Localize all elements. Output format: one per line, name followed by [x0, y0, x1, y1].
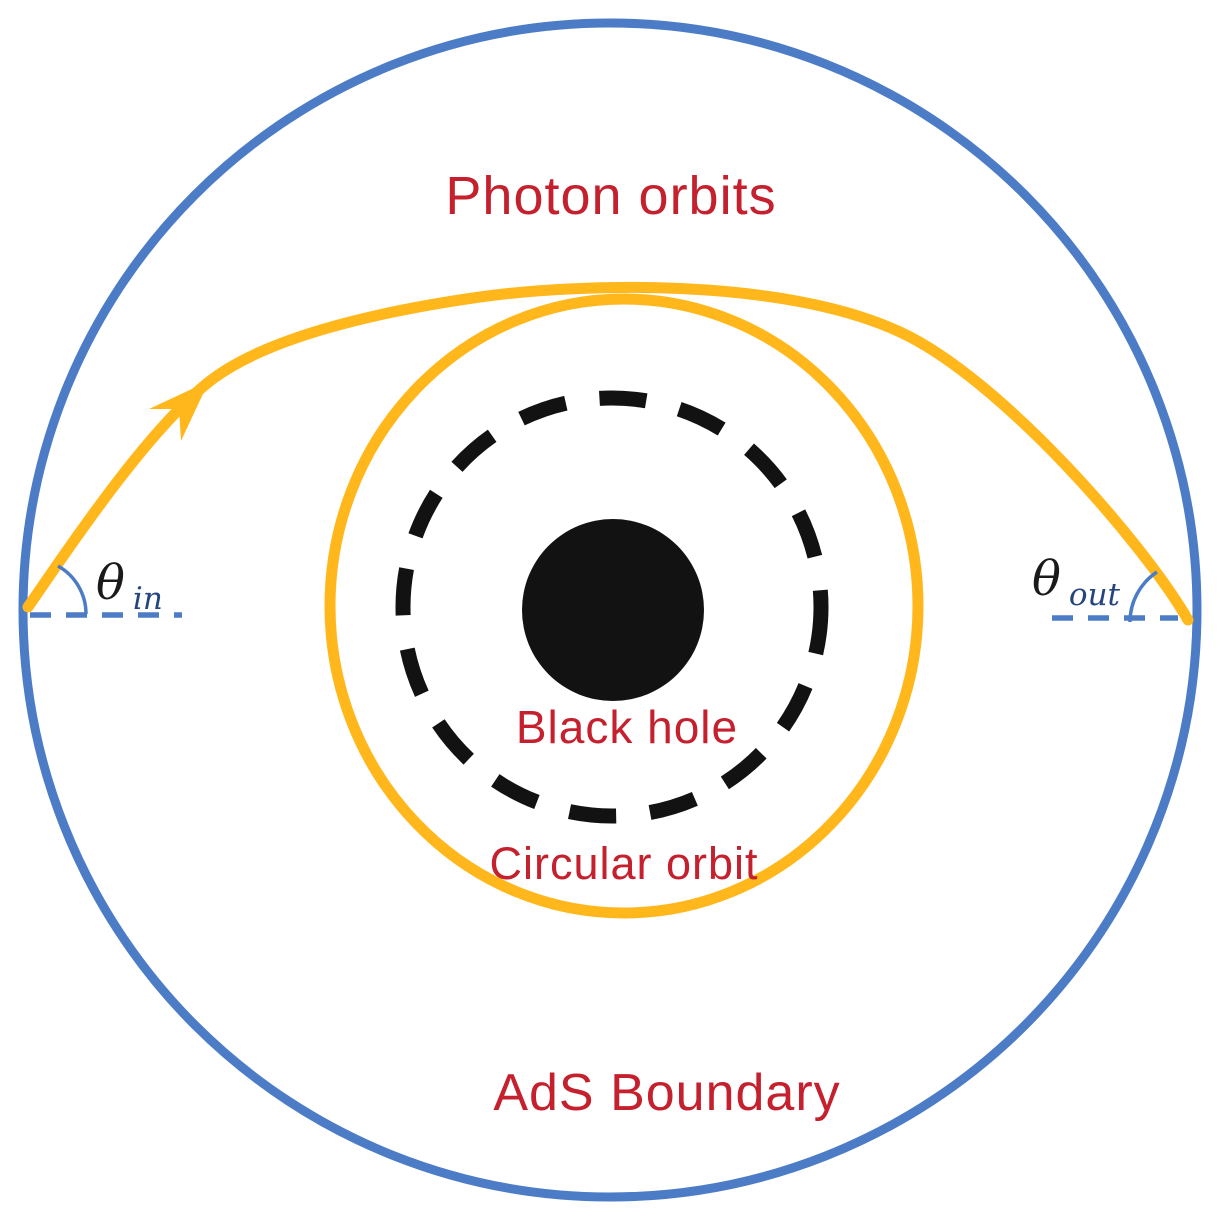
theta-out-label: θ out	[1032, 551, 1121, 613]
trajectory-arrowhead-icon	[149, 381, 209, 441]
theta-out-subscript: out	[1069, 577, 1121, 613]
theta-out-symbol: θ	[1032, 551, 1061, 607]
black-hole-label: Black hole	[516, 701, 738, 753]
theta-out-angle-arc	[1128, 570, 1158, 623]
circular-orbit-circle	[324, 293, 924, 919]
theta-in-symbol: θ	[96, 555, 125, 611]
photon-sphere-dashed-circle	[395, 390, 829, 824]
black-hole-disk	[522, 519, 704, 701]
theta-in-subscript: in	[133, 581, 163, 617]
photon-trajectory-path	[22, 281, 1194, 626]
circular-orbit-label: Circular orbit	[489, 838, 758, 889]
theta-in-angle-arc	[57, 564, 88, 615]
ads-boundary-label: AdS Boundary	[493, 1064, 840, 1122]
ads-boundary-circle	[18, 18, 1202, 1202]
theta-in-label: θ in	[96, 555, 163, 617]
photon-orbits-label: Photon orbits	[445, 166, 776, 226]
